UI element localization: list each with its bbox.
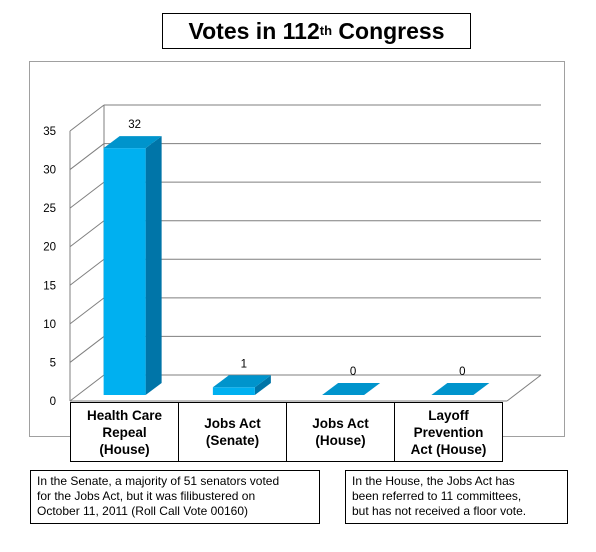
y-tick-label-2: 10 xyxy=(43,319,56,331)
data-label-0: 32 xyxy=(128,119,141,131)
category-label-line: Act (House) xyxy=(410,441,487,457)
y-tick-label-6: 30 xyxy=(43,165,56,177)
data-label-1: 1 xyxy=(241,358,247,370)
y-tick-label-1: 5 xyxy=(50,357,56,369)
senate-note-line-1: In the Senate, a majority of 51 senators… xyxy=(37,474,280,488)
category-label-3: Layoff Prevention Act (House) xyxy=(394,402,503,462)
bar-top-2 xyxy=(322,383,381,395)
bar-top-0 xyxy=(103,136,162,149)
category-label-line: Health Care xyxy=(86,407,163,423)
bar-side-1 xyxy=(254,375,271,395)
gridline-side-3 xyxy=(69,258,105,286)
y-tick-label-5: 25 xyxy=(43,203,56,215)
category-label-line: Jobs Act xyxy=(312,416,369,431)
category-label-line: (House) xyxy=(315,433,366,448)
gridline-side-1 xyxy=(69,336,105,363)
category-label-text-0: Health Care Repeal (House) xyxy=(87,407,162,458)
category-label-text-1: Jobs Act (Senate) xyxy=(204,415,261,449)
bar-front-1 xyxy=(212,387,255,395)
category-label-line: (Senate) xyxy=(205,433,260,448)
category-label-line: (House) xyxy=(99,441,150,457)
bar-top-3 xyxy=(431,383,490,395)
category-label-1: Jobs Act (Senate) xyxy=(178,402,287,462)
category-label-line: Repeal xyxy=(102,424,147,440)
senate-note-line-3: October 11, 2011 (Roll Call Vote 00160) xyxy=(37,504,249,518)
floor-right-edge xyxy=(506,374,542,402)
gridline-side-6 xyxy=(69,143,105,170)
house-note: In the House, the Jobs Act has been refe… xyxy=(345,470,568,524)
chart-title-main: Votes in 112 xyxy=(188,17,320,44)
gridline-side-0 xyxy=(69,374,105,402)
bar-front-0 xyxy=(103,148,146,395)
category-label-2: Jobs Act (House) xyxy=(286,402,395,462)
house-note-line-2: been referred to 11 committees, xyxy=(352,489,522,503)
chart-title-rest: Congress xyxy=(332,17,445,44)
house-note-line-3: but has not received a floor vote. xyxy=(352,504,527,518)
y-tick-label-4: 20 xyxy=(43,242,56,254)
bar-side-0 xyxy=(145,136,162,395)
gridline-side-7 xyxy=(69,104,105,132)
gridline-side-2 xyxy=(69,297,105,325)
category-label-line: Layoff xyxy=(428,407,469,423)
y-tick-label-3: 15 xyxy=(43,280,56,292)
data-label-2: 0 xyxy=(350,366,356,378)
house-note-line-1: In the House, the Jobs Act has xyxy=(352,474,515,488)
category-label-text-2: Jobs Act (House) xyxy=(312,415,369,449)
category-label-0: Health Care Repeal (House) xyxy=(70,402,179,462)
y-tick-label-7: 35 xyxy=(43,126,56,138)
category-label-line: Jobs Act xyxy=(204,416,261,431)
senate-note-line-2: for the Jobs Act, but it was filibustere… xyxy=(37,489,256,503)
senate-note: In the Senate, a majority of 51 senators… xyxy=(30,470,320,524)
data-label-3: 0 xyxy=(459,366,465,378)
gridline-side-4 xyxy=(69,220,105,248)
bar-top-1 xyxy=(212,375,271,388)
category-label-text-3: Layoff Prevention Act (House) xyxy=(411,407,487,458)
category-label-line: Prevention xyxy=(413,424,484,440)
y-tick-label-0: 0 xyxy=(50,396,56,408)
gridline-side-5 xyxy=(69,181,105,209)
